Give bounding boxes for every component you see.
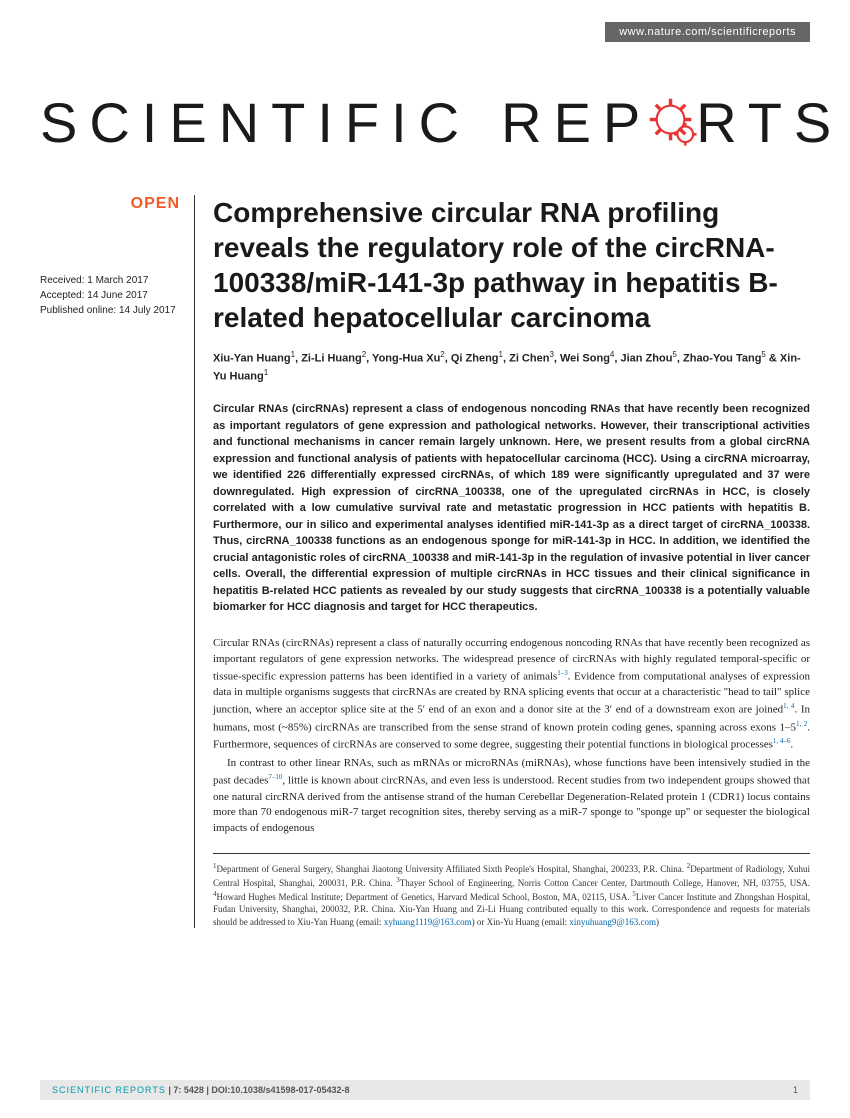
received-date: Received: 1 March 2017 [40, 273, 180, 288]
body-paragraph-2: In contrast to other linear RNAs, such a… [213, 756, 810, 837]
article-title: Comprehensive circular RNA profiling rev… [213, 195, 810, 335]
journal-logo: SCIENTIFIC REP RTS [40, 90, 810, 155]
logo-word-rep: REP [501, 90, 652, 155]
logo-word-rts: RTS [696, 90, 843, 155]
open-access-badge: OPEN [40, 195, 180, 213]
journal-url-banner: www.nature.com/scientificreports [605, 22, 810, 42]
affiliations-block: 1Department of General Surgery, Shanghai… [213, 853, 810, 928]
left-sidebar: OPEN Received: 1 March 2017 Accepted: 14… [40, 195, 195, 928]
authors-list: Xiu-Yan Huang1, Zi-Li Huang2, Yong-Hua X… [213, 349, 810, 385]
article-column: Comprehensive circular RNA profiling rev… [213, 195, 810, 928]
body-text: Circular RNAs (circRNAs) represent a cla… [213, 636, 810, 838]
main-content-grid: OPEN Received: 1 March 2017 Accepted: 14… [40, 195, 810, 928]
footer-bar: SCIENTIFIC REPORTS | 7: 5428 | DOI:10.10… [40, 1080, 810, 1100]
logo-word-scientific: SCIENTIFIC [40, 90, 471, 155]
footer-page-number: 1 [793, 1085, 798, 1095]
footer-journal-name: SCIENTIFIC REPORTS [52, 1085, 166, 1095]
footer-citation-text: | 7: 5428 | DOI:10.1038/s41598-017-05432… [166, 1085, 350, 1095]
footer-citation: SCIENTIFIC REPORTS | 7: 5428 | DOI:10.10… [52, 1085, 350, 1095]
published-date: Published online: 14 July 2017 [40, 303, 180, 318]
body-paragraph-1: Circular RNAs (circRNAs) represent a cla… [213, 636, 810, 754]
publication-dates: Received: 1 March 2017 Accepted: 14 June… [40, 273, 180, 318]
accepted-date: Accepted: 14 June 2017 [40, 288, 180, 303]
gear-icon [648, 97, 700, 149]
abstract-text: Circular RNAs (circRNAs) represent a cla… [213, 401, 810, 616]
